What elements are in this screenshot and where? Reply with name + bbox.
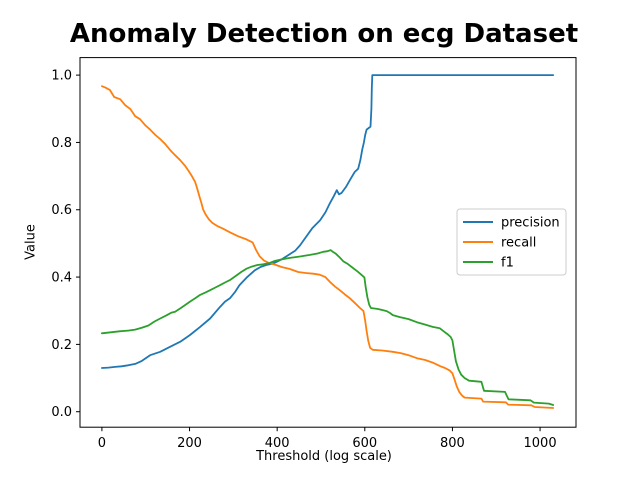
series-line-f1 (101, 249, 555, 406)
y-axis-tick-label: 0.6 (51, 203, 72, 218)
chart-title: Anomaly Detection on ecg Dataset (69, 19, 579, 49)
y-axis-tick-label: 0.0 (51, 405, 72, 420)
x-axis-tick-label: 400 (265, 436, 290, 451)
x-axis-tick-label: 200 (177, 436, 202, 451)
y-axis-tick-label: 1.0 (51, 69, 72, 84)
legend-box (456, 208, 567, 276)
y-axis-tick-label: 0.2 (51, 338, 72, 353)
y-axis-label: Value (23, 224, 39, 260)
series-line-recall (101, 85, 555, 409)
x-axis-tick-label: 1000 (524, 436, 557, 451)
x-axis-label: Threshold (log scale) (256, 449, 392, 464)
x-axis-tick-label: 0 (98, 436, 106, 451)
legend-label-f1: f1 (501, 256, 514, 271)
axes-spines (79, 57, 577, 428)
y-axis-tick-label: 0.8 (51, 136, 72, 151)
legend-label-recall: recall (501, 236, 536, 251)
y-axis-tick-label: 0.4 (51, 271, 72, 286)
x-axis-tick-label: 600 (352, 436, 377, 451)
series-line-precision (101, 74, 555, 369)
legend-label-precision: precision (501, 216, 560, 231)
x-axis-tick-label: 800 (440, 436, 465, 451)
